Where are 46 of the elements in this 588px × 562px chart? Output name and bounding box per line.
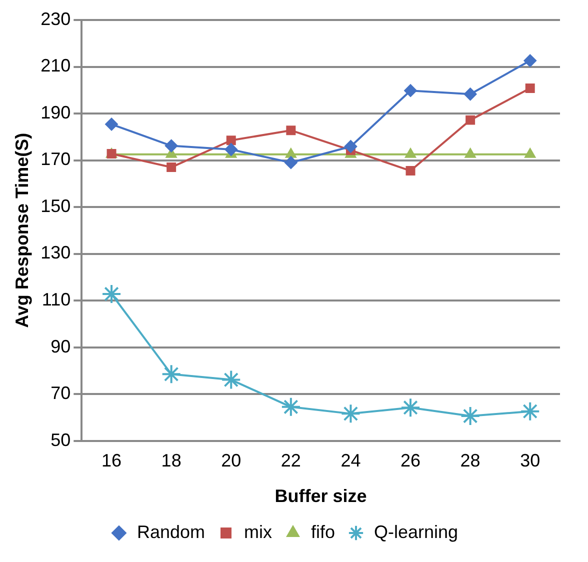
y-tick-label: 230	[40, 8, 71, 29]
legend-label: Q-learning	[374, 522, 458, 542]
point	[525, 84, 535, 94]
point	[221, 370, 242, 390]
point	[286, 126, 296, 136]
y-tick-label: 70	[50, 383, 71, 404]
point	[280, 396, 301, 417]
y-tick-label: 110	[42, 290, 71, 310]
point	[400, 398, 421, 418]
y-tick-label: 130	[40, 242, 71, 263]
point	[161, 364, 182, 384]
point	[164, 139, 178, 152]
point	[524, 54, 537, 68]
point	[464, 88, 477, 101]
point	[226, 136, 236, 146]
point	[284, 156, 298, 170]
legend-label: mix	[244, 522, 272, 542]
point	[224, 143, 238, 156]
point	[166, 162, 176, 172]
point	[460, 406, 480, 426]
y-tick-label: 50	[50, 430, 71, 450]
point	[406, 166, 416, 176]
point	[102, 284, 122, 304]
x-tick-label: 26	[400, 450, 421, 471]
point	[404, 84, 418, 98]
point	[344, 140, 358, 153]
x-tick-label: 18	[161, 450, 182, 471]
y-axis-title: Avg Response Time(S)	[12, 132, 32, 328]
point	[105, 118, 118, 131]
x-tick-label: 22	[280, 450, 301, 471]
y-tick-label: 190	[40, 102, 71, 122]
x-tick-label: 20	[221, 450, 242, 471]
y-tick-label: 150	[40, 196, 71, 216]
point	[520, 401, 540, 422]
point	[340, 404, 361, 424]
x-axis-title: Buffer size	[274, 486, 367, 506]
x-tick-label: 24	[340, 450, 361, 471]
legend-label: fifo	[310, 522, 336, 542]
x-tick-label: 16	[102, 450, 122, 471]
y-tick-label: 170	[40, 149, 71, 170]
y-tick-label: 90	[50, 336, 71, 356]
x-tick-label: 30	[520, 450, 540, 471]
legend-label: Random	[136, 522, 206, 542]
y-tick-label: 210	[40, 56, 71, 76]
point	[466, 115, 476, 125]
x-tick-label: 28	[460, 450, 480, 471]
